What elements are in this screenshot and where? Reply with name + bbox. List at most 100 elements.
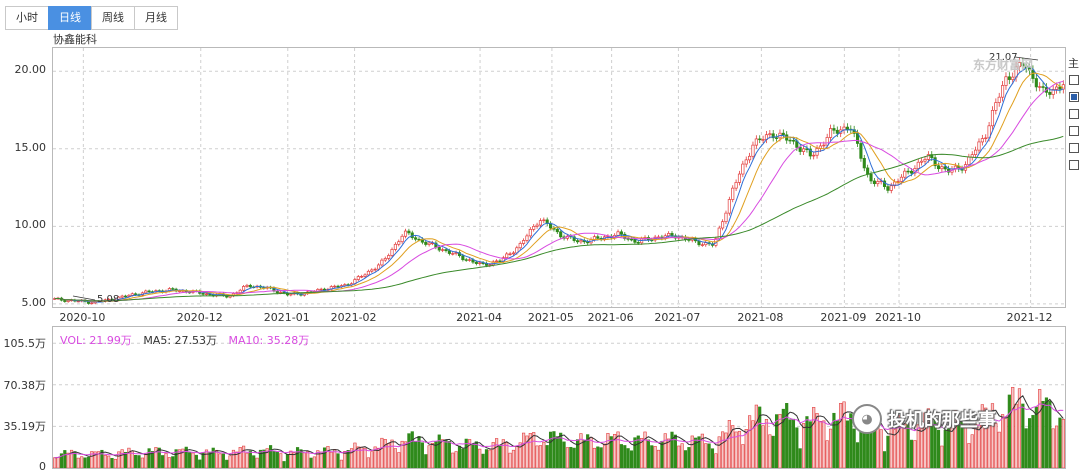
volume-bar xyxy=(727,420,731,468)
candle-body xyxy=(319,288,323,291)
timeframe-tabs: 小时 日线 周线 月线 xyxy=(5,6,178,30)
volume-bar xyxy=(59,453,64,468)
candle-body xyxy=(1034,78,1038,88)
price-tick-label: 5.00 xyxy=(21,295,47,309)
candle-body xyxy=(495,260,499,263)
candle-body xyxy=(741,163,745,175)
candle-body xyxy=(636,241,640,244)
volume-bar xyxy=(137,455,141,468)
volume-bar xyxy=(1061,418,1065,468)
candle-body xyxy=(1048,91,1052,95)
candle-body xyxy=(629,238,634,241)
volume-bar xyxy=(923,412,927,468)
price-chart-panel: 21.07 5.08 东方财富网 xyxy=(52,47,1066,308)
volume-bar xyxy=(518,442,522,468)
volume-bar xyxy=(741,444,745,468)
candle-body xyxy=(798,147,802,152)
volume-bar xyxy=(602,443,607,468)
volume-bar xyxy=(839,403,843,468)
candle-body xyxy=(886,186,890,191)
candle-body xyxy=(808,148,812,157)
volume-bar xyxy=(441,439,445,468)
volume-bar xyxy=(984,407,988,468)
candle-body xyxy=(909,170,914,174)
volume-bar xyxy=(909,439,914,468)
volume-bar xyxy=(461,448,465,468)
volume-bar xyxy=(899,418,903,468)
candle-body xyxy=(1004,76,1008,86)
volume-tick-label: 105.5万 xyxy=(3,337,47,351)
volume-bar xyxy=(235,451,239,468)
ma60-line xyxy=(54,135,1064,302)
tab-hourly[interactable]: 小时 xyxy=(5,6,49,30)
volume-bar xyxy=(346,450,350,468)
volume-bar xyxy=(248,450,252,468)
candle-body xyxy=(802,148,806,152)
candle-body xyxy=(1011,76,1015,80)
volume-bar xyxy=(1048,400,1052,468)
volume-bar xyxy=(289,450,293,468)
candle-body xyxy=(427,242,431,245)
volume-bar xyxy=(363,447,367,468)
volume-bar xyxy=(444,439,448,468)
candle-body xyxy=(700,244,704,246)
volume-bar xyxy=(754,404,758,468)
volume-bar xyxy=(285,453,290,468)
volume-bar xyxy=(1038,389,1042,468)
volume-bar xyxy=(373,446,377,468)
volume-bar xyxy=(1001,414,1005,468)
candle-body xyxy=(812,154,816,157)
candle-body xyxy=(417,238,421,241)
vol-ma5-line xyxy=(54,395,1064,459)
volume-bar xyxy=(913,440,917,468)
volume-bar xyxy=(120,449,124,468)
candle-body xyxy=(889,185,893,191)
volume-bar xyxy=(545,445,549,468)
volume-bar xyxy=(980,404,984,468)
volume-bar xyxy=(427,445,431,468)
volume-bar xyxy=(245,452,249,468)
volume-bar xyxy=(1007,394,1011,468)
indicator-checkbox-4[interactable] xyxy=(1069,126,1079,136)
volume-bar xyxy=(629,450,634,468)
indicator-checkbox-6[interactable] xyxy=(1069,160,1079,170)
tab-daily[interactable]: 日线 xyxy=(48,6,92,30)
candle-body xyxy=(373,268,377,271)
candle-body xyxy=(859,143,863,159)
volume-bar xyxy=(521,432,526,468)
volume-bar xyxy=(167,457,171,468)
volume-bar xyxy=(56,456,60,468)
volume-bar xyxy=(596,446,600,468)
price-tick-label: 20.00 xyxy=(14,63,47,77)
volume-bar xyxy=(495,438,499,468)
vol-legend: VOL: 21.99万 xyxy=(60,334,132,347)
volume-chart xyxy=(53,342,1065,468)
volume-bar xyxy=(147,448,151,468)
volume-bar xyxy=(582,440,586,468)
volume-bar xyxy=(454,451,458,468)
volume-bar xyxy=(336,453,340,468)
volume-bar xyxy=(299,449,303,468)
volume-bar xyxy=(997,431,1001,468)
volume-bar xyxy=(805,416,809,468)
candle-body xyxy=(1058,86,1062,90)
candle-body xyxy=(549,223,553,229)
volume-bar xyxy=(80,456,84,468)
indicator-checkbox-5[interactable] xyxy=(1069,143,1079,153)
candle-body xyxy=(781,132,785,136)
watermark-logo: 东方财富网 xyxy=(973,58,1034,72)
candle-body xyxy=(437,246,441,251)
volume-bar xyxy=(407,433,411,468)
indicator-checkbox-1[interactable] xyxy=(1069,75,1079,85)
date-tick-label: 2021-07 xyxy=(654,311,701,324)
volume-bar xyxy=(380,437,384,468)
volume-bar xyxy=(478,448,482,468)
indicator-checkbox-3[interactable] xyxy=(1069,109,1079,119)
volume-bar xyxy=(302,452,306,468)
volume-bar xyxy=(272,450,276,468)
tab-weekly[interactable]: 周线 xyxy=(91,6,135,30)
indicator-checkbox-2[interactable] xyxy=(1069,92,1079,102)
volume-bar xyxy=(717,436,721,468)
tab-monthly[interactable]: 月线 xyxy=(134,6,178,30)
candle-body xyxy=(511,252,516,255)
